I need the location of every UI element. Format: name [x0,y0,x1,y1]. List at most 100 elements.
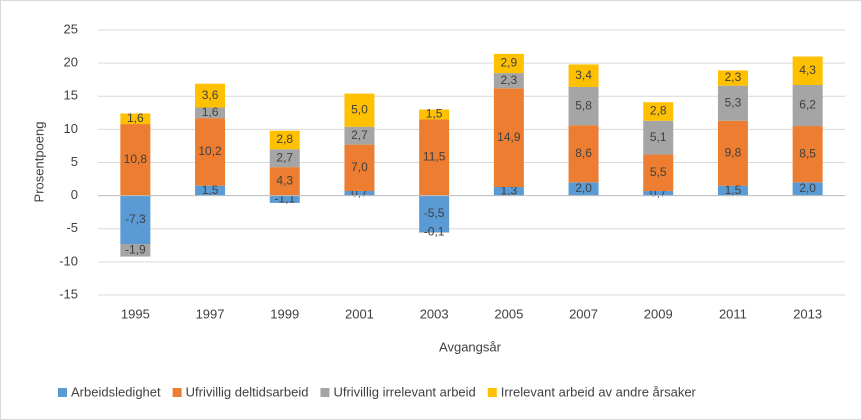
value-label: 1,5 [426,107,443,121]
x-tick-label: 2007 [569,306,598,321]
y-tick-label: -15 [59,286,78,301]
bar-segment [344,144,375,191]
bar-segment [792,56,823,85]
bar-segment [419,119,450,196]
bar-segment [120,113,151,125]
bar-segment [493,73,524,89]
x-tick-label: 1997 [196,306,225,321]
value-label: 5,0 [351,102,368,116]
value-label: 8,6 [575,146,592,160]
bar-segment [269,130,300,150]
legend-swatch [58,388,67,397]
bar-segment [493,88,524,188]
value-label: 10,2 [198,144,222,158]
bar-segment [792,182,823,196]
legend-label: Ufrivillig irrelevant arbeid [333,384,475,399]
bar-segment [717,70,748,86]
value-label: 1,6 [127,111,144,125]
x-tick-label: 2003 [420,306,449,321]
x-tick-label: 2013 [793,306,822,321]
bar-segment [344,190,375,196]
value-label: 2,0 [575,181,592,195]
value-label: 5,3 [725,95,742,109]
bar-segment [643,102,674,121]
x-tick-label: 2009 [644,306,673,321]
x-tick-label: 1999 [270,306,299,321]
y-tick-label: -10 [59,253,78,268]
value-label: -0,1 [424,225,445,239]
bar-segment [792,126,823,183]
legend-swatch [320,388,330,397]
value-label: 2,8 [650,104,667,118]
value-label: 4,3 [276,174,293,188]
bar-segment [568,64,599,87]
legend-label: Irrelevant arbeid av andre årsaker [501,384,697,399]
value-label: 7,0 [351,160,368,174]
value-label: 3,6 [202,88,219,102]
bar-segment [120,195,151,244]
value-label: 11,5 [423,150,446,164]
bar-segment [269,167,300,196]
x-tick-label: 2005 [494,306,523,321]
value-label: 2,7 [276,150,293,164]
bar-segment [643,154,674,191]
bar-segment [568,182,599,196]
value-label: 9,8 [725,145,742,159]
value-label: 1,5 [202,183,219,197]
value-label: 4,3 [799,63,816,77]
legend-label: Arbeidsledighet [71,384,161,399]
legend-label: Ufrivillig deltidsarbeid [186,384,309,399]
value-label: 2,3 [725,70,742,84]
value-label: 2,9 [501,56,518,70]
value-label: 3,4 [575,68,592,82]
value-label: 5,8 [575,98,592,112]
value-label: 10,8 [124,152,148,166]
bar-segment [419,109,450,120]
value-label: 2,8 [276,132,293,146]
bar-segment [643,190,674,196]
x-tick-label: 1995 [121,306,150,321]
bar-segment [419,232,450,233]
value-label: 5,1 [650,130,667,144]
y-axis-title: Prosentpoeng [31,122,46,203]
value-label: -1,9 [125,242,146,256]
y-tick-label: 10 [64,121,78,136]
bar-segment [120,124,151,196]
bar-segment [419,195,450,233]
y-tick-label: 25 [64,21,78,36]
bar-segment [792,84,823,127]
bar-segment [568,86,599,126]
x-tick-label: 2001 [345,306,374,321]
bar-segment [493,53,524,74]
y-tick-label: 15 [64,88,78,103]
legend-swatch [172,388,182,397]
value-label: 8,5 [799,146,816,160]
legend-swatch [487,388,497,397]
x-axis-title: Avgangsår [439,339,502,354]
y-tick-label: 0 [71,187,78,202]
bar-segment [568,125,599,183]
bar-segment [195,185,226,196]
bar-segment [269,195,300,203]
bar-segment [717,85,748,121]
x-tick-label: 2011 [719,306,747,321]
value-label: 1,5 [725,183,742,197]
bar-segment [717,185,748,196]
y-tick-label: -5 [66,220,78,235]
bar-segment [344,126,375,145]
y-tick-label: 20 [64,55,78,70]
value-label: 14,9 [497,130,521,144]
value-label: 2,0 [799,181,816,195]
value-label: -7,3 [125,212,146,226]
value-label: -5,5 [424,206,445,220]
bar-segment [195,107,226,119]
bar-segment [269,149,300,168]
bar-segment [717,120,748,186]
value-label: 6,2 [799,98,816,112]
bar-segment [493,187,524,196]
y-tick-label: 5 [71,154,78,169]
value-label: 2,3 [501,73,518,87]
value-label: 5,5 [650,165,667,179]
value-label: 1,6 [202,105,219,119]
